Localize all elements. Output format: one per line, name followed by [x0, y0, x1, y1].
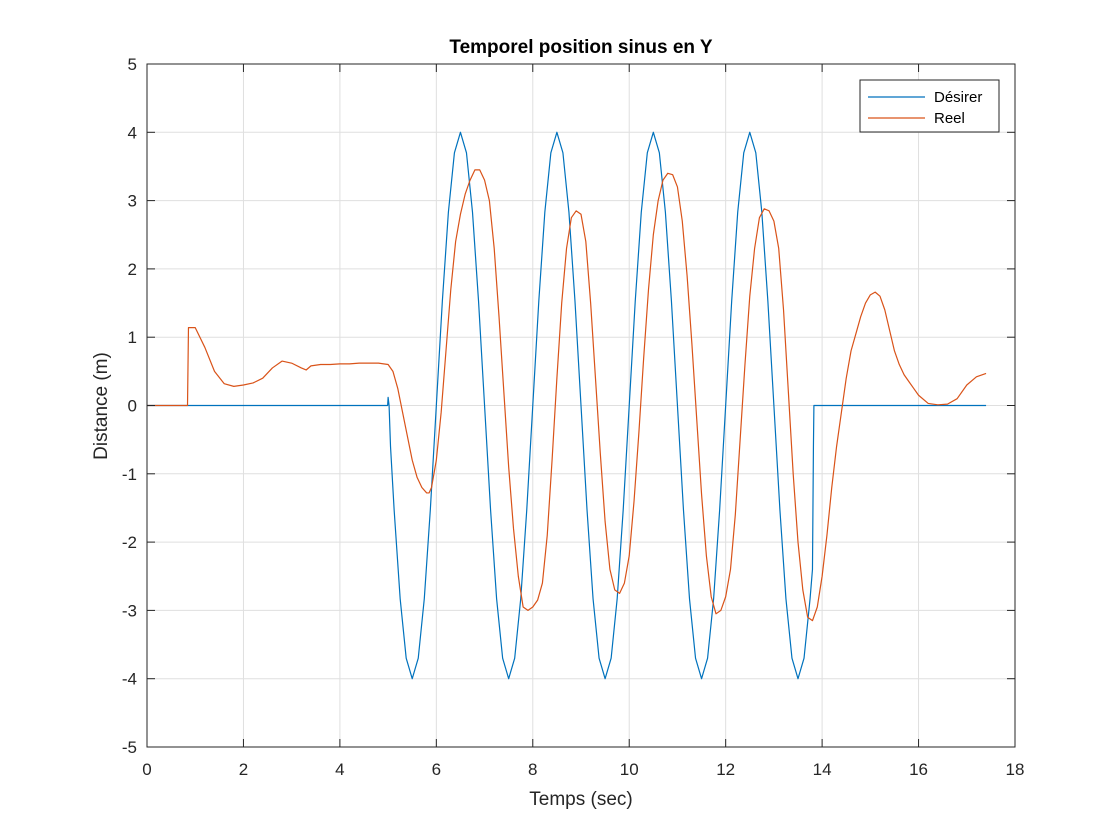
y-tick-label: 5: [128, 55, 137, 74]
legend-label-desirer: Désirer: [934, 89, 982, 106]
legend: Désirer Reel: [859, 79, 1000, 133]
x-tick-label: 6: [432, 760, 441, 779]
legend-label-reel: Reel: [934, 110, 965, 127]
y-tick-label: -5: [122, 738, 137, 757]
y-axis-label: Distance (m): [91, 352, 112, 460]
y-tick-labels: -5 -4 -3 -2 -1 0 1 2 3 4 5: [122, 55, 137, 757]
x-tick-labels: 0 2 4 6 8 10 12 14 16 18: [142, 760, 1024, 779]
legend-box: [859, 79, 1000, 133]
x-tick-label: 2: [239, 760, 248, 779]
x-tick-label: 12: [716, 760, 735, 779]
x-tick-label: 10: [620, 760, 639, 779]
x-tick-label: 0: [142, 760, 151, 779]
x-tick-label: 18: [1006, 760, 1025, 779]
x-tick-label: 16: [909, 760, 928, 779]
tick-marks: [146, 63, 1016, 748]
plot-area: [147, 131, 987, 680]
y-tick-label: 0: [128, 397, 137, 416]
y-tick-label: 4: [128, 123, 137, 142]
y-tick-label: -3: [122, 601, 137, 620]
x-tick-label: 8: [528, 760, 537, 779]
y-tick-label: -2: [122, 533, 137, 552]
series-line-reel: [147, 169, 987, 622]
y-tick-label: 3: [128, 192, 137, 211]
y-tick-label: 1: [128, 328, 137, 347]
y-tick-label: -4: [122, 670, 137, 689]
y-tick-label: -1: [122, 465, 137, 484]
x-axis-label: Temps (sec): [529, 789, 632, 810]
x-tick-label: 4: [335, 760, 344, 779]
series-line-desirer: [147, 131, 987, 680]
chart-title: Temporel position sinus en Y: [449, 37, 713, 58]
y-tick-label: 2: [128, 260, 137, 279]
x-tick-label: 14: [813, 760, 832, 779]
